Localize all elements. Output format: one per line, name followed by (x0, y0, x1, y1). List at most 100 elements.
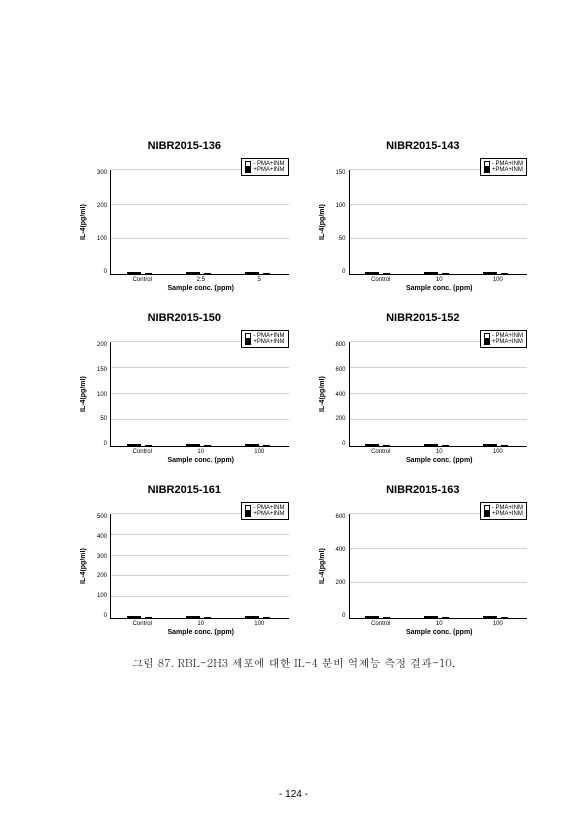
chart-panel: NIBR2015-163- PMA+INM+PMA+INMIL-4(pg/ml)… (319, 484, 528, 636)
x-axis-ticks: Control10100 (352, 275, 528, 283)
plot-area: IL-4(pg/ml)200150100500 (80, 342, 289, 447)
bar-open (365, 444, 379, 446)
legend-label: +PMA+INM (492, 511, 523, 517)
chart-row: NIBR2015-136 - PMA+INM+PMA+INM IL-4(pg/ml)… (80, 140, 527, 292)
plot (110, 342, 289, 447)
bar-group (232, 272, 285, 274)
chart-row: NIBR2015-150- PMA+INM+PMA+INMIL-4(pg/ml)… (80, 312, 527, 464)
x-axis-label: Sample conc. (ppm) (352, 457, 528, 464)
plot-area: IL-4(pg/ml)150100500 (319, 170, 528, 275)
chart-panel: NIBR2015-161- PMA+INM+PMA+INMIL-4(pg/ml)… (80, 484, 289, 636)
legend-item: +PMA+INM (245, 167, 284, 173)
error-cap (442, 273, 449, 274)
x-tick: Control (116, 621, 169, 627)
bar-group (173, 616, 226, 618)
bar-open (245, 444, 259, 446)
y-tick: 0 (326, 269, 346, 275)
error-cap (263, 445, 270, 446)
x-tick: 100 (471, 621, 524, 627)
y-tick: 400 (326, 392, 346, 398)
legend-item: +PMA+INM (484, 339, 523, 345)
legend: - PMA+INM+PMA+INM (241, 330, 288, 348)
x-axis-label: Sample conc. (ppm) (113, 629, 289, 636)
x-axis-ticks: Control2.55 (113, 275, 289, 283)
bar-group (412, 272, 465, 274)
plot-area: IL-4(pg/ml)5004003002001000 (80, 514, 289, 619)
error-cap (383, 273, 390, 274)
bar-group (114, 272, 167, 274)
bar-open (186, 444, 200, 446)
legend: - PMA+INM+PMA+INM (480, 502, 527, 520)
page: NIBR2015-136 - PMA+INM+PMA+INM IL-4(pg/ml)… (0, 0, 587, 830)
legend: - PMA+INM+PMA+INM (241, 502, 288, 520)
legend-item: +PMA+INM (484, 167, 523, 173)
y-axis-ticks: 8006004002000 (326, 342, 349, 447)
legend: - PMA+INM+PMA+INM (480, 158, 527, 176)
x-axis-ticks: Control10100 (352, 619, 528, 627)
bar-group (471, 444, 524, 446)
bar-open (186, 272, 200, 274)
bar-group (412, 444, 465, 446)
x-tick: 5 (233, 277, 286, 283)
y-tick: 0 (326, 613, 346, 619)
error-cap (383, 445, 390, 446)
x-tick: 100 (233, 449, 286, 455)
bar-open (424, 272, 438, 274)
y-tick: 300 (87, 170, 107, 176)
y-tick: 400 (326, 547, 346, 553)
bar-group (412, 616, 465, 618)
chart-title: NIBR2015-136 (80, 140, 289, 152)
plot-area: IL-4(pg/ml)8006004002000 (319, 342, 528, 447)
error-cap (442, 617, 449, 618)
bar-open (127, 616, 141, 618)
x-tick: 10 (413, 621, 466, 627)
bars-container (350, 514, 528, 618)
bars-container (111, 170, 289, 274)
legend-label: +PMA+INM (492, 167, 523, 173)
x-tick: 100 (471, 449, 524, 455)
bars-container (111, 342, 289, 446)
y-tick: 200 (87, 342, 107, 348)
error-cap (145, 273, 152, 274)
legend-swatch-filled (484, 511, 490, 517)
legend-swatch-filled (245, 339, 251, 345)
error-cap (383, 617, 390, 618)
x-tick: Control (116, 449, 169, 455)
legend: - PMA+INM+PMA+INM (480, 330, 527, 348)
legend-swatch-filled (245, 167, 251, 173)
y-tick: 0 (87, 441, 107, 447)
plot (349, 514, 528, 619)
chart-title: NIBR2015-163 (319, 484, 528, 496)
error-cap (442, 445, 449, 446)
legend-item: +PMA+INM (245, 511, 284, 517)
legend-label: +PMA+INM (253, 511, 284, 517)
y-tick: 150 (326, 170, 346, 176)
error-cap (501, 445, 508, 446)
x-tick: 10 (174, 621, 227, 627)
error-cap (501, 617, 508, 618)
chart-title: NIBR2015-150 (80, 312, 289, 324)
x-axis-ticks: Control10100 (113, 447, 289, 455)
legend-swatch-filled (484, 167, 490, 173)
bar-open (186, 616, 200, 618)
y-tick: 50 (326, 236, 346, 242)
y-tick: 200 (87, 203, 107, 209)
bar-group (352, 272, 405, 274)
y-tick: 50 (87, 416, 107, 422)
error-cap (501, 273, 508, 274)
y-axis-ticks: 5004003002001000 (87, 514, 110, 619)
y-axis-label: IL-4(pg/ml) (80, 170, 87, 275)
bars-container (350, 342, 528, 446)
bar-group (352, 616, 405, 618)
y-tick: 300 (87, 554, 107, 560)
y-tick: 600 (326, 367, 346, 373)
x-axis-ticks: Control10100 (352, 447, 528, 455)
charts-grid: NIBR2015-136 - PMA+INM+PMA+INM IL-4(pg/ml)… (0, 0, 587, 636)
y-tick: 400 (87, 534, 107, 540)
bar-group (232, 616, 285, 618)
error-cap (204, 445, 211, 446)
chart-row: NIBR2015-161- PMA+INM+PMA+INMIL-4(pg/ml)… (80, 484, 527, 636)
bar-group (232, 444, 285, 446)
y-axis-ticks: 6004002000 (326, 514, 349, 619)
bar-open (245, 272, 259, 274)
